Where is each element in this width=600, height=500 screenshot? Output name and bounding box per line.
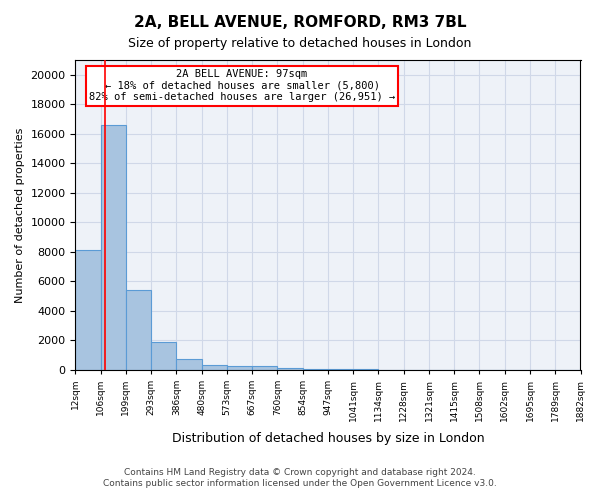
Bar: [76, 250, 101, 370]
Bar: [151, 342, 176, 369]
Y-axis label: Number of detached properties: Number of detached properties: [15, 127, 25, 302]
X-axis label: Distribution of detached houses by size in London: Distribution of detached houses by size …: [172, 432, 484, 445]
Text: 2A BELL AVENUE: 97sqm
← 18% of detached houses are smaller (5,800)
82% of semi-d: 2A BELL AVENUE: 97sqm ← 18% of detached …: [89, 70, 395, 102]
Bar: [126, 290, 151, 370]
Bar: [227, 366, 252, 370]
Bar: [328, 369, 353, 370]
Bar: [176, 360, 202, 370]
Text: Contains HM Land Registry data © Crown copyright and database right 2024.
Contai: Contains HM Land Registry data © Crown c…: [103, 468, 497, 487]
Bar: [202, 365, 227, 370]
Bar: [277, 368, 302, 370]
Text: 2A, BELL AVENUE, ROMFORD, RM3 7BL: 2A, BELL AVENUE, ROMFORD, RM3 7BL: [134, 15, 466, 30]
Bar: [302, 368, 328, 370]
Bar: [101, 125, 126, 370]
Bar: [252, 366, 277, 370]
Text: Size of property relative to detached houses in London: Size of property relative to detached ho…: [128, 38, 472, 51]
